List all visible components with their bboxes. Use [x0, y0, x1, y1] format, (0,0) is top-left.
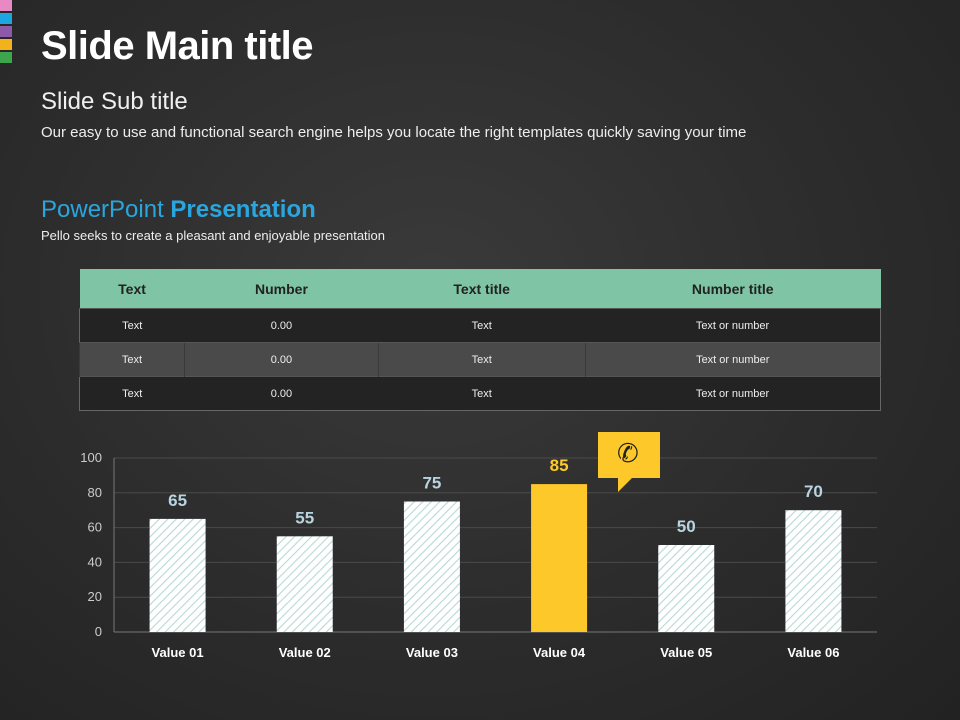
phone-callout: ✆	[598, 432, 660, 492]
table-header-cell: Number title	[585, 269, 881, 309]
page-description: Our easy to use and functional search en…	[41, 124, 747, 141]
bar-value-label: 50	[677, 517, 696, 536]
section-heading-bold: Presentation	[170, 196, 316, 223]
bar	[531, 484, 588, 632]
color-swatch	[0, 26, 12, 37]
color-swatch	[0, 52, 12, 63]
bar-value-label: 85	[550, 456, 569, 475]
x-tick-label: Value 04	[533, 645, 586, 660]
table-cell: Text	[79, 376, 185, 411]
bar-chart: 0 20 40 60 80 100 65 Value 01 55 Value 02 75 Value…	[0, 440, 960, 670]
bar	[785, 510, 842, 632]
table-header-cell: Text	[79, 269, 185, 309]
y-tick-label: 40	[88, 554, 102, 569]
table-cell: Text	[377, 342, 586, 377]
table-row: Text 0.00 Text Text or number	[78, 342, 881, 377]
section-heading: PowerPoint Presentation	[41, 196, 316, 224]
bar-value-label: 75	[422, 474, 441, 493]
bar	[403, 501, 460, 632]
y-tick-label: 20	[88, 589, 102, 604]
page-title: Slide Main title	[41, 24, 314, 68]
table-cell: 0.00	[184, 308, 379, 343]
y-tick-label: 0	[95, 624, 102, 639]
bar-value-label: 55	[295, 508, 314, 527]
color-swatch	[0, 13, 12, 24]
table-header-cell: Text title	[378, 269, 586, 309]
x-tick-label: Value 06	[787, 645, 839, 660]
bar	[276, 536, 333, 632]
bar-value-label: 70	[804, 482, 823, 501]
bar-chart-svg: 0 20 40 60 80 100 65 Value 01 55 Value 02 75 Value…	[80, 450, 877, 660]
table-cell: Text	[79, 308, 185, 343]
table-cell: 0.00	[184, 376, 379, 411]
phone-icon: ✆	[617, 438, 639, 468]
y-tick-label: 100	[80, 450, 102, 465]
y-tick-label: 60	[88, 520, 102, 535]
table-header-row: Text Number Text title Number title	[79, 269, 881, 309]
section-description: Pello seeks to create a pleasant and enj…	[41, 228, 386, 243]
bar-value-label: 65	[168, 491, 187, 510]
color-swatch	[0, 39, 12, 50]
bar	[658, 545, 715, 632]
x-tick-label: Value 05	[660, 645, 712, 660]
table-cell: Text	[78, 342, 185, 377]
x-tick-label: Value 02	[279, 645, 331, 660]
x-tick-label: Value 01	[152, 645, 204, 660]
y-tick-label: 80	[88, 485, 102, 500]
table-row: Text 0.00 Text Text or number	[79, 308, 881, 343]
table-cell: Text or number	[585, 308, 881, 343]
data-table: Text Number Text title Number title Text…	[78, 269, 881, 411]
color-strip	[0, 0, 12, 65]
x-tick-label: Value 03	[406, 645, 458, 660]
table-cell: Text or number	[584, 342, 881, 377]
table-cell: Text	[378, 376, 586, 411]
table-cell: Text	[378, 308, 586, 343]
color-swatch	[0, 0, 12, 11]
page-subtitle: Slide Sub title	[41, 88, 188, 115]
table-row: Text 0.00 Text Text or number	[79, 376, 881, 411]
bar	[149, 518, 206, 632]
section-heading-light: PowerPoint	[41, 196, 164, 223]
table-cell: 0.00	[184, 342, 379, 377]
table-header-cell: Number	[184, 269, 379, 309]
table-cell: Text or number	[585, 376, 881, 411]
